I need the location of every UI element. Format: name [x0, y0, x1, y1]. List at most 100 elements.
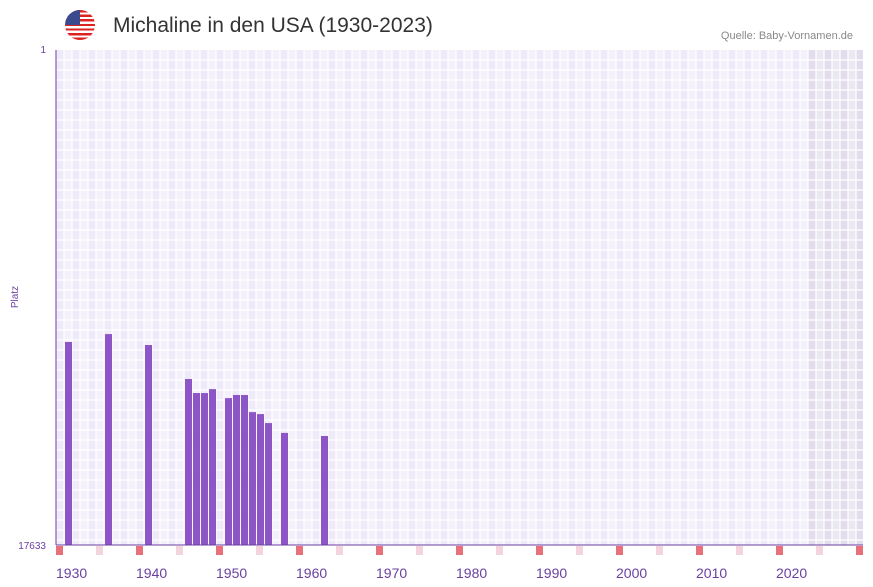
column-stripe: [656, 50, 664, 545]
column-stripe: [256, 50, 264, 545]
column-stripe: [816, 50, 824, 545]
bar-1958: [281, 432, 288, 545]
x-tick-2020: 2020: [776, 565, 807, 581]
column-stripe: [768, 50, 776, 545]
column-stripe: [720, 50, 728, 545]
year-marker-1995: [576, 546, 583, 555]
column-stripe: [496, 50, 504, 545]
bar-1952: [233, 395, 240, 545]
column-stripe: [416, 50, 424, 545]
column-stripe: [624, 50, 632, 545]
column-stripe: [464, 50, 472, 545]
column-stripe: [336, 50, 344, 545]
bar-1953: [241, 395, 248, 545]
bar-1946: [185, 378, 192, 545]
year-marker-2030: [856, 546, 863, 555]
column-stripe: [240, 50, 248, 545]
column-stripe: [832, 50, 840, 545]
bar-1951: [225, 398, 232, 545]
year-marker-2025: [816, 546, 823, 555]
bar-1955: [257, 414, 264, 545]
column-stripe: [784, 50, 792, 545]
column-stripe: [704, 50, 712, 545]
column-stripe: [688, 50, 696, 545]
year-marker-1955: [256, 546, 263, 555]
column-stripe: [144, 50, 152, 545]
column-stripe: [480, 50, 488, 545]
column-stripe: [848, 50, 856, 545]
column-stripe: [640, 50, 648, 545]
column-stripe: [96, 50, 104, 545]
year-marker-2005: [656, 546, 663, 555]
year-marker-1980: [456, 546, 463, 555]
column-stripe: [272, 50, 280, 545]
column-stripe: [544, 50, 552, 545]
x-tick-1930: 1930: [56, 565, 87, 581]
year-marker-1940: [136, 546, 143, 555]
column-stripe: [400, 50, 408, 545]
year-marker-1975: [416, 546, 423, 555]
column-stripe: [800, 50, 808, 545]
column-stripe: [208, 50, 216, 545]
column-stripe: [64, 50, 72, 545]
bar-1949: [209, 389, 216, 545]
y-tick-top: 1: [40, 45, 46, 56]
source-label: Quelle: Baby-Vornamen.de: [720, 30, 853, 42]
bar-1948: [201, 393, 208, 545]
column-stripe: [160, 50, 168, 545]
year-marker-1970: [376, 546, 383, 555]
x-tick-1980: 1980: [456, 565, 487, 581]
column-stripe: [176, 50, 184, 545]
column-stripe: [352, 50, 360, 545]
column-stripe: [672, 50, 680, 545]
column-stripe: [80, 50, 88, 545]
year-marker-2020: [776, 546, 783, 555]
column-stripe: [192, 50, 200, 545]
year-marker-1930: [56, 546, 63, 555]
year-marker-1935: [96, 546, 103, 555]
y-axis-label: Platz: [10, 286, 21, 308]
chart-title: Michaline in den USA (1930-2023): [113, 14, 433, 37]
column-stripe: [512, 50, 520, 545]
bar-1931: [65, 341, 72, 545]
column-stripe: [592, 50, 600, 545]
bar-1963: [321, 435, 328, 545]
year-marker-1990: [536, 546, 543, 555]
year-marker-1960: [296, 546, 303, 555]
column-stripe: [528, 50, 536, 545]
column-stripe: [288, 50, 296, 545]
bar-1941: [145, 345, 152, 545]
column-stripe: [304, 50, 312, 545]
usa-flag-icon: [65, 10, 95, 40]
column-stripe: [112, 50, 120, 545]
column-stripe: [320, 50, 328, 545]
year-marker-2010: [696, 546, 703, 555]
x-tick-1960: 1960: [296, 565, 327, 581]
year-marker-1985: [496, 546, 503, 555]
year-marker-1965: [336, 546, 343, 555]
future-shade: [808, 50, 863, 545]
bar-1956: [265, 423, 272, 545]
year-marker-2015: [736, 546, 743, 555]
column-stripe: [448, 50, 456, 545]
y-tick-bottom: 17633: [18, 541, 46, 552]
year-marker-1950: [216, 546, 223, 555]
column-stripe: [752, 50, 760, 545]
column-stripe: [560, 50, 568, 545]
bar-1947: [193, 393, 200, 545]
column-stripe: [576, 50, 584, 545]
column-stripe: [432, 50, 440, 545]
column-stripe: [224, 50, 232, 545]
year-marker-2000: [616, 546, 623, 555]
x-tick-2010: 2010: [696, 565, 727, 581]
x-tick-1970: 1970: [376, 565, 407, 581]
x-tick-1990: 1990: [536, 565, 567, 581]
column-stripe: [368, 50, 376, 545]
column-stripe: [608, 50, 616, 545]
x-tick-1950: 1950: [216, 565, 247, 581]
column-stripe: [384, 50, 392, 545]
x-tick-2000: 2000: [616, 565, 647, 581]
year-marker-1945: [176, 546, 183, 555]
bar-1954: [249, 412, 256, 545]
